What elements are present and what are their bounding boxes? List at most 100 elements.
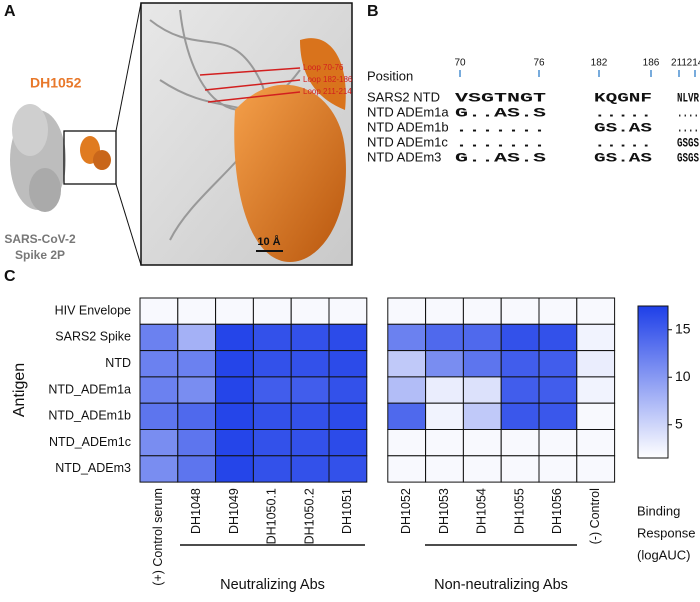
y-tick-label: NTD_ADEm1c <box>49 435 131 449</box>
heatmap-cell <box>425 323 464 352</box>
heatmap-cell <box>139 297 179 325</box>
heatmap-cell <box>139 350 179 378</box>
spike-label: SARS-CoV-2 <box>4 232 76 246</box>
loop-label: Loop 211-214 <box>303 87 352 96</box>
colorbar <box>637 305 669 459</box>
y-tick-label: NTD <box>105 356 131 370</box>
heatmap-cell <box>462 402 502 431</box>
heatmap-cell <box>252 323 292 352</box>
x-tick-label: (+) Control serum <box>151 488 165 586</box>
heatmap-cell <box>425 429 464 457</box>
alignment: 70 76 182 186 211214 SARS2 NTD VSGTNGT KQGNF NLV… <box>367 58 700 166</box>
heatmap-cell <box>252 455 292 483</box>
heatmap-cell <box>139 323 179 352</box>
heatmap-cell <box>177 455 217 483</box>
group-label: Non-neutralizing Abs <box>434 577 568 593</box>
heatmap-cell <box>328 429 368 457</box>
x-tick-label: DH1051 <box>340 488 354 534</box>
heatmap-cell <box>290 350 330 378</box>
heatmap-cell <box>177 402 217 431</box>
heatmap-cell <box>425 455 464 483</box>
heatmap-cell <box>538 455 578 483</box>
sequence-segment: VSGTNGT <box>455 90 546 105</box>
heatmap-cell <box>290 429 330 457</box>
panel-label: C <box>4 268 16 285</box>
heatmap-cell <box>177 323 217 352</box>
heatmap-cell <box>576 402 616 431</box>
heatmap-cell <box>290 402 330 431</box>
y-tick-label: NTD_ADEm1a <box>48 382 131 396</box>
sequence-segment: GSGS <box>677 150 699 165</box>
sequence-segment: .... <box>677 120 699 135</box>
heatmap-cell <box>576 455 616 483</box>
heatmap-cell <box>500 429 540 457</box>
x-tick-label: DH1049 <box>227 488 241 534</box>
x-tick-label: DH1048 <box>189 488 203 534</box>
colorbar-tick-label: 10 <box>675 368 691 384</box>
heatmap-cell <box>387 350 427 378</box>
panel-label: B <box>367 3 379 20</box>
heatmap-cell <box>387 402 427 431</box>
sequence-name: NTD ADEm3 <box>367 149 441 164</box>
position-number: 214 <box>687 58 700 69</box>
heatmap-cell <box>328 323 368 352</box>
heatmap-cell <box>177 376 217 404</box>
heatmap-cell <box>177 350 217 378</box>
loop-label: Loop 70-76 <box>303 63 344 72</box>
heatmap-cell <box>215 402 254 431</box>
heatmap-cell <box>387 429 427 457</box>
heatmap-cell <box>252 429 292 457</box>
heatmap-cell <box>462 376 502 404</box>
sequence-name: NTD ADEm1c <box>367 134 448 149</box>
position-number: 211 <box>671 58 687 69</box>
heatmap-cell <box>215 297 254 325</box>
heatmap-cell <box>290 455 330 483</box>
heatmap-cell <box>500 350 540 378</box>
colorbar-title: Response <box>637 525 696 540</box>
heatmap-cell <box>425 376 464 404</box>
heatmap-cell <box>139 455 179 483</box>
heatmap-cell <box>328 402 368 431</box>
x-tick-label: DH1050.2 <box>302 488 316 544</box>
x-tick-label: DH1050.1 <box>265 488 279 544</box>
sequence-name: NTD ADEm1b <box>367 119 449 134</box>
heatmap-cell <box>215 429 254 457</box>
y-tick-label: SARS2 Spike <box>55 330 131 344</box>
heatmap-cell <box>462 429 502 457</box>
heatmap-cell <box>387 297 427 325</box>
heatmap-cell <box>500 297 540 325</box>
heatmap-cell <box>215 455 254 483</box>
colorbar-title: Binding <box>637 503 680 518</box>
x-tick-label: DH1054 <box>475 488 489 534</box>
heatmap-cell <box>139 429 179 457</box>
heatmap-cell <box>500 376 540 404</box>
heatmap-cell <box>177 297 217 325</box>
heatmap-cell <box>576 297 616 325</box>
heatmap-cell <box>538 350 578 378</box>
colorbar-tick-label: 15 <box>675 320 691 336</box>
x-tick-label: DH1053 <box>437 488 451 534</box>
x-tick-label: DH1055 <box>512 488 526 534</box>
heatmap-cell <box>328 350 368 378</box>
heatmap-cell <box>425 297 464 325</box>
heatmap-cell <box>328 455 368 483</box>
sequence-name: SARS2 NTD <box>367 89 440 104</box>
heatmap-cell <box>500 455 540 483</box>
x-tick-label: (-) Control <box>588 488 602 544</box>
heatmap-cell <box>387 455 427 483</box>
heatmap-cell <box>576 376 616 404</box>
heatmap-cell <box>290 297 330 325</box>
heatmap-cell <box>177 429 217 457</box>
sequence-segment: .... <box>677 105 699 120</box>
heatmap-cell <box>290 323 330 352</box>
colorbar-tick-label: 5 <box>675 415 683 431</box>
sequence-segment: G..AS.S <box>455 105 546 120</box>
y-tick-label: HIV Envelope <box>55 303 131 317</box>
sequence-name: NTD ADEm1a <box>367 104 449 119</box>
heatmap-cell <box>538 376 578 404</box>
scale-bar-label: 10 Å <box>257 235 280 248</box>
spike-structure <box>10 2 353 266</box>
heatmap-cell <box>538 402 578 431</box>
colorbar-title: (logAUC) <box>637 547 690 562</box>
